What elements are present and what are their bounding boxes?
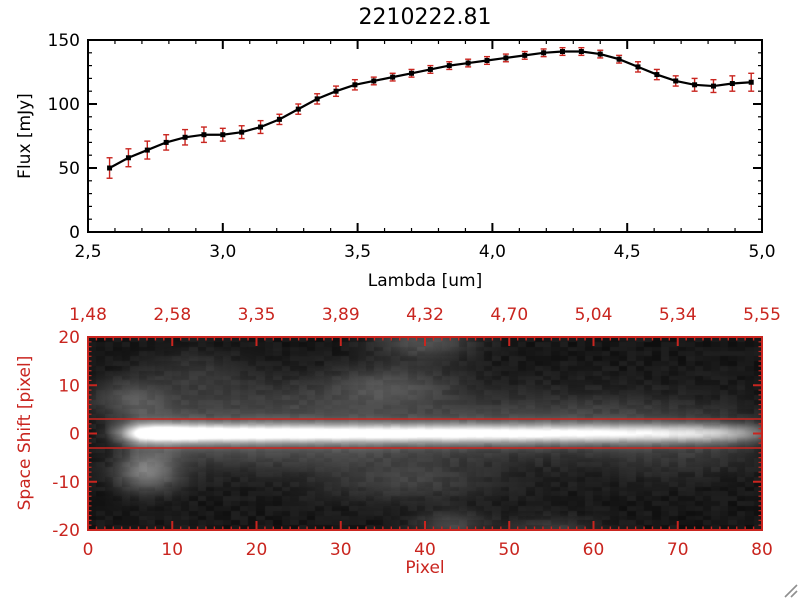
pixel-tick-label: 60: [583, 540, 605, 560]
lambda-tick-label: 2,5: [74, 242, 101, 262]
shift-tick-label: -20: [52, 521, 80, 541]
plot-title: 2210222.81: [358, 5, 492, 30]
wavelength-tick-label: 5,04: [575, 305, 613, 325]
lambda-tick-label: 4,5: [614, 242, 641, 262]
shift-tick-label: 20: [58, 328, 80, 348]
pixel-tick-label: 40: [414, 540, 436, 560]
shift-tick-label: -10: [52, 473, 80, 493]
space-shift-axis-label: Space Shift [pixel]: [15, 355, 35, 511]
pixel-tick-label: 50: [498, 540, 520, 560]
pixel-tick-label: 0: [83, 540, 94, 560]
lambda-tick-label: 5,0: [748, 242, 775, 262]
pixel-tick-label: 80: [751, 540, 773, 560]
pixel-tick-label: 30: [330, 540, 352, 560]
lambda-axis-label: Lambda [um]: [367, 271, 483, 291]
flux-tick-label: 100: [48, 95, 80, 115]
image-axis-ticks: [87, 336, 763, 531]
wavelength-tick-label: 4,70: [490, 305, 528, 325]
wavelength-tick-label: 3,89: [322, 305, 360, 325]
pixel-tick-label: 70: [667, 540, 689, 560]
shift-tick-label: 10: [58, 376, 80, 396]
image-tick-labels: 0 1,48 10 2,58 20 3,35 30 3,89 40 4,32 50 4,70 60 5,0…: [52, 305, 781, 560]
wavelength-tick-label: 1,48: [69, 305, 107, 325]
wavelength-tick-label: 4,32: [406, 305, 444, 325]
lambda-tick-label: 3,5: [344, 242, 371, 262]
spectral-image-canvas: [88, 337, 762, 530]
wavelength-tick-label: 2,58: [153, 305, 191, 325]
flux-tick-label: 50: [58, 159, 80, 179]
flux-axis-label: Flux [mJy]: [15, 93, 35, 179]
flux-tick-label: 0: [69, 223, 80, 243]
pixel-tick-label: 20: [246, 540, 268, 560]
shift-tick-label: 0: [69, 425, 80, 445]
image-frame: [87, 336, 763, 531]
wavelength-tick-label: 5,55: [743, 305, 781, 325]
spectrum-markers: [107, 49, 754, 171]
lambda-tick-label: 4,0: [479, 242, 506, 262]
spectrum-tick-labels: 2,5 3,0 3,5 4,0 4,5 5,0 0 50 100 150: [48, 31, 776, 262]
lambda-tick-label: 3,0: [209, 242, 236, 262]
wavelength-tick-label: 5,34: [659, 305, 697, 325]
pixel-axis-label: Pixel: [405, 558, 445, 578]
wavelength-tick-label: 3,35: [238, 305, 276, 325]
extraction-window-lines: [88, 418, 762, 449]
pixel-tick-label: 10: [161, 540, 183, 560]
resize-grip-icon[interactable]: [782, 582, 798, 598]
spectrum-plot-frame: [87, 39, 763, 233]
flux-tick-label: 150: [48, 31, 80, 51]
